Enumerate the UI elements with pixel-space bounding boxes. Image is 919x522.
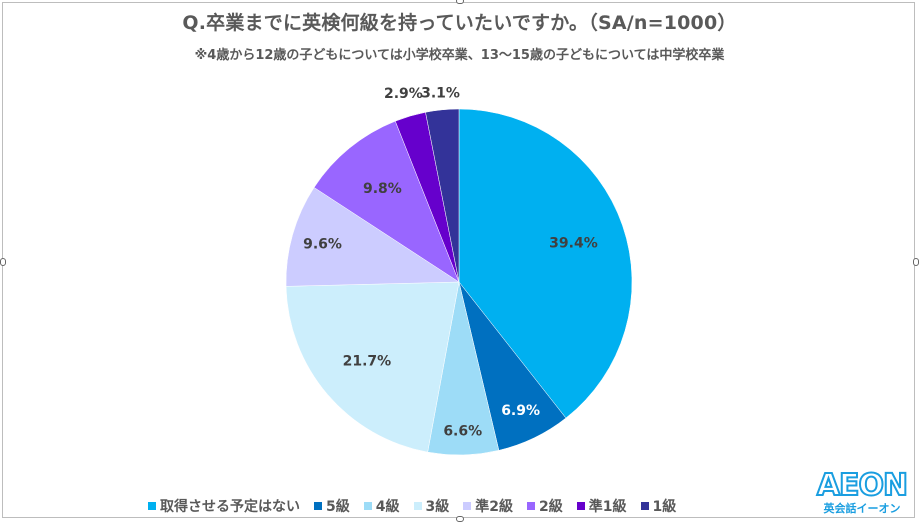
- legend-item: 取得させる予定はない: [148, 496, 300, 516]
- slice-data-label: 21.7%: [343, 354, 392, 370]
- legend-label: 準2級: [475, 499, 513, 515]
- pie-slice: [458, 108, 633, 419]
- slice-data-label: 9.6%: [303, 236, 342, 252]
- legend-swatch-icon: [413, 502, 422, 510]
- pie-slice: [313, 120, 460, 283]
- slice-data-label: 3.1%: [421, 86, 460, 102]
- legend-item: 2級: [527, 496, 563, 516]
- slice-data-label: 6.9%: [501, 403, 540, 419]
- legend-item: 準1級: [576, 496, 627, 516]
- pie-slice: [425, 108, 460, 283]
- legend-label: 4級: [375, 499, 400, 515]
- chart-legend: 取得させる予定はない 5級 4級 3級 準2級 2級 準1級 1級: [148, 496, 690, 516]
- legend-swatch-icon: [640, 502, 649, 510]
- legend-swatch-icon: [314, 502, 322, 510]
- logo-wordmark: AEON: [816, 468, 909, 503]
- legend-item: 3級: [413, 496, 450, 516]
- legend-item: 5級: [314, 496, 350, 516]
- aeon-logo: AEON 英会話イーオン: [808, 468, 916, 516]
- chart-subtitle: ※4歳から12歳の子どもについては小学校卒業、13〜15歳の子どもについては中学…: [194, 48, 725, 63]
- legend-label: 準1級: [588, 499, 627, 515]
- legend-label: 3級: [425, 499, 450, 515]
- slice-data-label: 39.4%: [549, 235, 598, 251]
- legend-swatch-icon: [527, 502, 535, 510]
- legend-item: 4級: [363, 496, 400, 516]
- slice-data-label: 6.6%: [443, 424, 482, 440]
- resize-handle-top[interactable]: [456, 0, 464, 4]
- legend-item: 1級: [640, 496, 677, 516]
- pie-slice: [285, 281, 460, 453]
- resize-handle-left[interactable]: [0, 258, 6, 266]
- legend-item: 準2級: [463, 496, 513, 516]
- chart-title: Q.卒業までに英検何級を持っていたいですか。（SA/n=1000）: [182, 12, 737, 34]
- slice-data-label: 9.8%: [363, 181, 402, 197]
- legend-label: 取得させる予定はない: [160, 499, 300, 515]
- legend-swatch-icon: [148, 502, 156, 510]
- legend-label: 5級: [326, 499, 350, 515]
- slice-data-label: 2.9%: [384, 86, 423, 102]
- legend-label: 1級: [652, 499, 677, 515]
- legend-label: 2級: [539, 499, 563, 515]
- logo-subtext: 英会話イーオン: [823, 502, 901, 515]
- legend-swatch-icon: [363, 502, 372, 510]
- legend-swatch-icon: [463, 502, 472, 510]
- pie-slice: [285, 187, 460, 287]
- legend-swatch-icon: [576, 502, 585, 510]
